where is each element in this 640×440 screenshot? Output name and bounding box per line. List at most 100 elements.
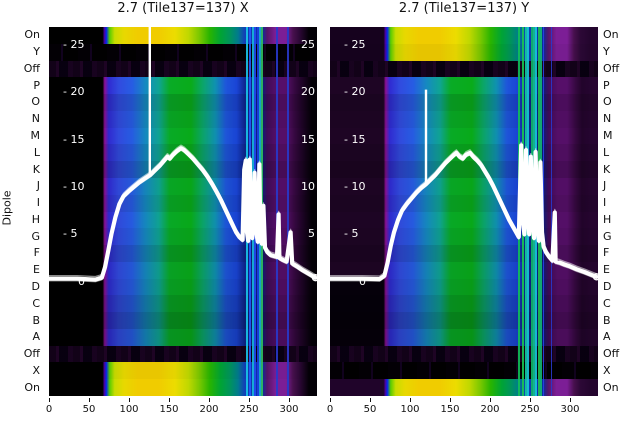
x-axis-tick xyxy=(169,398,170,402)
row-label-f-left: F xyxy=(33,246,40,260)
heatmap-panel-y: - 25 - 20 - 15 - 10 - 5 0 xyxy=(330,27,598,396)
row-label-off-left: Off xyxy=(23,347,40,361)
x-axis-tick xyxy=(490,398,491,402)
measurement-curve xyxy=(330,146,597,282)
row-label-y-right: Y xyxy=(603,45,610,59)
row-label-m-left: M xyxy=(30,129,41,143)
row-label-m-right: M xyxy=(603,129,613,143)
row-label-a-left: A xyxy=(32,330,40,344)
value-scale-label-right: 20 xyxy=(301,85,315,99)
x-axis-tick-label: 200 xyxy=(480,404,500,415)
x-axis-tick xyxy=(289,398,290,402)
value-scale-zero-label: 0 xyxy=(78,274,85,288)
value-scale-label-right: 10 xyxy=(301,179,315,193)
rfi-column-stripe xyxy=(287,27,289,396)
value-scale-label-left: - 20 xyxy=(63,85,85,99)
row-label-l-right: L xyxy=(603,145,610,159)
row-label-off-left: Off xyxy=(23,61,40,75)
row-label-on-right: On xyxy=(603,28,619,42)
row-label-p-right: P xyxy=(603,78,610,92)
x-axis-tick xyxy=(370,398,371,402)
heatmap-panel-x: - 25 - 20 - 15 - 10 - 5 25 20 15 10 5 0 xyxy=(49,27,317,396)
x-axis-tick-label: 200 xyxy=(199,404,219,415)
row-label-f-right: F xyxy=(603,246,610,260)
value-scale-zero-label: 0 xyxy=(359,274,366,288)
value-scale-label-left: - 10 xyxy=(63,179,85,193)
x-axis-tick xyxy=(129,398,130,402)
value-scale-label-left: - 5 xyxy=(344,227,359,241)
x-axis-tick-label: 0 xyxy=(326,404,334,415)
value-scale-label-right: 25 xyxy=(301,38,315,52)
row-label-n-right: N xyxy=(603,112,612,126)
x-axis-tick xyxy=(49,398,50,402)
row-label-a-right: A xyxy=(603,330,611,344)
row-label-j-left: J xyxy=(36,179,40,193)
x-axis-tick-label: 50 xyxy=(82,404,96,415)
row-label-x-left: X xyxy=(32,363,40,377)
x-axis-tick-label: 100 xyxy=(400,404,420,415)
rfi-column-stripe xyxy=(550,27,553,396)
curve-overlay-y xyxy=(330,89,598,282)
row-label-on-right: On xyxy=(603,380,619,394)
row-label-o-left: O xyxy=(31,95,40,109)
curve-end-marker xyxy=(311,274,317,282)
row-label-on-left: On xyxy=(24,28,40,42)
row-label-h-right: H xyxy=(603,212,612,226)
x-axis-tick xyxy=(570,398,571,402)
row-labels-left: On Y Off P O N M L K J I H G F E D C B A Off X On xyxy=(0,27,45,396)
x-axis-tick-label: 150 xyxy=(159,404,179,415)
row-label-c-left: C xyxy=(32,296,40,310)
row-label-o-right: O xyxy=(603,95,612,109)
value-scale-label-left: - 5 xyxy=(63,227,78,241)
row-label-p-left: P xyxy=(33,78,40,92)
row-label-j-right: J xyxy=(603,179,607,193)
x-axis-tick xyxy=(209,398,210,402)
x-axis-tick-label: 150 xyxy=(440,404,460,415)
x-axis-tick-label: 250 xyxy=(239,404,259,415)
row-label-n-left: N xyxy=(31,112,40,126)
row-label-b-right: B xyxy=(603,313,611,327)
row-label-l-left: L xyxy=(33,145,40,159)
row-label-off-right: Off xyxy=(603,347,620,361)
value-scale-label-left: - 15 xyxy=(344,132,366,146)
x-axis-tick-label: 100 xyxy=(119,404,139,415)
row-label-h-left: H xyxy=(31,212,40,226)
row-label-b-left: B xyxy=(32,313,40,327)
x-axis-tick-label: 300 xyxy=(560,404,580,415)
panel-title-x: 2.7 (Tile137=137) X xyxy=(117,1,249,16)
measurement-curve xyxy=(330,143,598,282)
row-label-y-left: Y xyxy=(33,45,40,59)
x-axis-tick xyxy=(410,398,411,402)
value-scale-label-left: - 20 xyxy=(344,85,366,99)
row-label-off-right: Off xyxy=(603,61,620,75)
row-label-i-left: I xyxy=(36,196,40,210)
x-axis-tick-label: 250 xyxy=(520,404,540,415)
x-axis-tick xyxy=(530,398,531,402)
measurement-curve xyxy=(49,149,316,283)
rfi-column-stripe xyxy=(276,27,278,396)
curve-overlay-x xyxy=(49,27,317,283)
value-scale-label-left: - 25 xyxy=(344,38,366,52)
x-axis-tick xyxy=(89,398,90,402)
row-label-x-right: X xyxy=(603,363,611,377)
row-label-c-right: C xyxy=(603,296,611,310)
row-label-k-right: K xyxy=(603,162,611,176)
row-label-on-left: On xyxy=(24,380,40,394)
row-label-k-left: K xyxy=(32,162,40,176)
panel-title-y: 2.7 (Tile137=137) Y xyxy=(398,1,530,16)
value-scale-label-left: - 15 xyxy=(63,132,85,146)
x-axis-tick-label: 300 xyxy=(279,404,299,415)
x-axis-tick xyxy=(330,398,331,402)
row-label-d-left: D xyxy=(31,279,40,293)
row-label-e-right: E xyxy=(603,263,610,277)
value-scale-label-left: - 25 xyxy=(63,38,85,52)
row-label-d-right: D xyxy=(603,279,612,293)
x-axis-tick-label: 0 xyxy=(45,404,53,415)
curve-end-marker xyxy=(592,273,598,281)
row-label-e-left: E xyxy=(33,263,40,277)
x-axis-tick xyxy=(450,398,451,402)
value-scale-label-left: - 10 xyxy=(344,179,366,193)
value-scale-label-right: 15 xyxy=(301,132,315,146)
measurement-curve xyxy=(49,144,317,278)
